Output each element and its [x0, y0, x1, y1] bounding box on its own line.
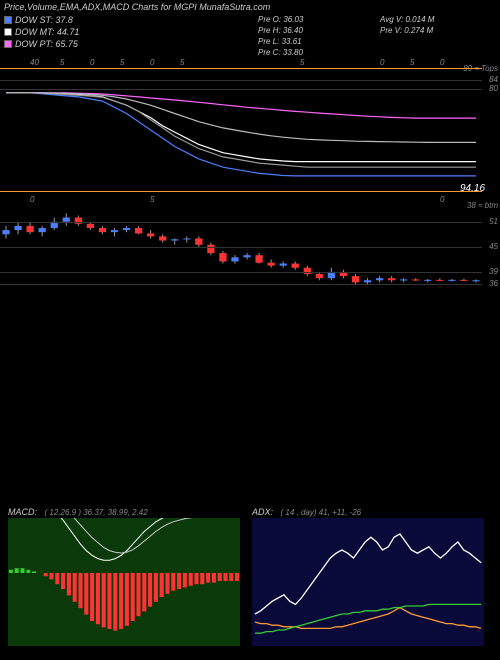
adx-panel [252, 518, 484, 646]
macd-panel [8, 518, 240, 646]
indicator-labels: MACD: ( 12,26,9 ) 36.37, 38.99, 2.42ADX:… [8, 507, 492, 517]
page-title: Price,Volume,EMA,ADX,MACD Charts for MGP… [0, 0, 500, 14]
ema-panel: 808489 ≈ Tops94.16 [0, 68, 500, 192]
x-axis-mid: 050 [0, 195, 500, 205]
volume-info: Avg V: 0.014 MPre V: 0.274 M [380, 14, 434, 36]
ohlc-info: Pre O: 36.03Pre H: 36.40Pre L: 33.61Pre … [258, 14, 303, 58]
x-axis-dates: 40505055050 [0, 58, 500, 68]
candle-panel: 3639455138 ≈ btm [0, 205, 500, 297]
